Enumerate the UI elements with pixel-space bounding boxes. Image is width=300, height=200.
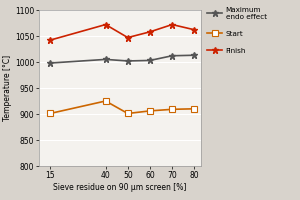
Line: Start: Start [47, 98, 197, 116]
Start [126, 112, 130, 115]
Start [193, 108, 196, 110]
Line: Maximum
endo effect: Maximum endo effect [46, 52, 198, 67]
Finish [126, 36, 130, 39]
Start [148, 110, 152, 112]
Maximum
endo effect [104, 58, 107, 61]
X-axis label: Sieve residue on 90 μm screen [%]: Sieve residue on 90 μm screen [%] [53, 183, 187, 192]
Start [48, 112, 52, 115]
Finish [104, 23, 107, 26]
Finish [148, 31, 152, 33]
Line: Finish: Finish [46, 21, 198, 44]
Legend: Maximum
endo effect, Start, Finish: Maximum endo effect, Start, Finish [208, 7, 267, 54]
Start [104, 100, 107, 102]
Finish [48, 39, 52, 41]
Maximum
endo effect [126, 60, 130, 62]
Finish [193, 29, 196, 31]
Y-axis label: Temperature [°C]: Temperature [°C] [3, 55, 12, 121]
Start [170, 108, 174, 111]
Maximum
endo effect [193, 54, 196, 56]
Maximum
endo effect [170, 55, 174, 57]
Finish [170, 23, 174, 26]
Maximum
endo effect [148, 59, 152, 62]
Maximum
endo effect [48, 62, 52, 64]
